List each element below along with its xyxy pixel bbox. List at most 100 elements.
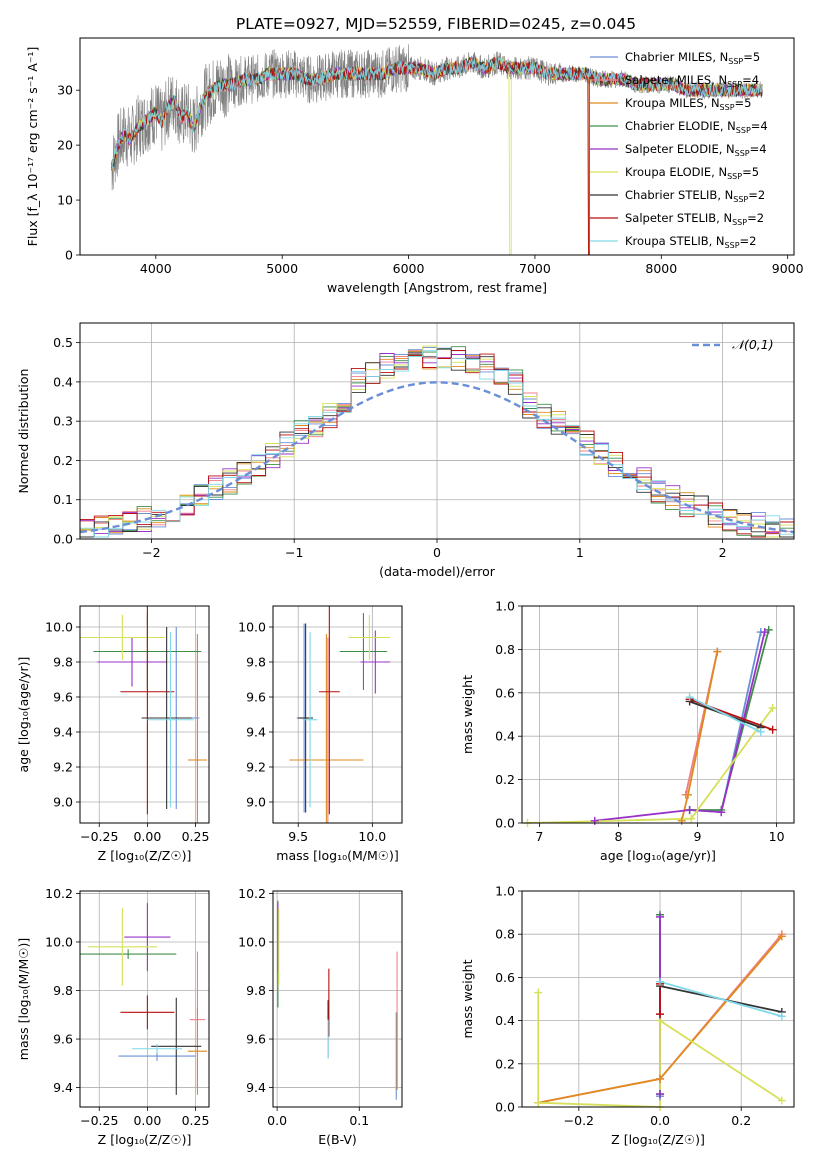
panel-weight-vs-Z: −0.2 0.0 0.2 0.0 0.2 0.4 0.6 0.8 1.0 Z [log₁₀(Z/Z… [460, 884, 795, 1147]
tick-label-y: 10.2 [45, 886, 73, 901]
tick-label-y: 9.4 [246, 1080, 266, 1095]
axis-label-y: Normed distribution [16, 369, 31, 494]
errorbar-point [120, 995, 175, 1030]
legend-subscript: SSP [727, 80, 742, 89]
legend-label: Chabrier ELODIE, N [625, 119, 736, 133]
panel-age-vs-Z: −0.25 0.00 0.25 9.0 9.2 9.4 9.6 9.8 10.0 Z [log₁₀… [16, 605, 210, 863]
weight-line [659, 980, 783, 1018]
axis-label-y: Flux [f_λ 10⁻¹⁷ erg cm⁻² s⁻¹ A⁻¹] [25, 47, 40, 247]
legend-label: Salpeter MILES, N [625, 73, 727, 87]
legend-value: =5 [735, 96, 752, 110]
legend-subscript: SSP [736, 126, 751, 135]
legend-value: =2 [748, 188, 765, 202]
weight-marker [760, 628, 769, 637]
normal-reference-curve [80, 381, 794, 534]
plot-frame [79, 890, 210, 1108]
weight-marker [656, 1090, 665, 1099]
tick-label-y: 0.2 [53, 453, 73, 468]
tick-label-y: 0.3 [53, 414, 73, 429]
tick-label-y: 0.0 [495, 816, 515, 831]
tick-label-y: 9.2 [53, 760, 73, 775]
plot-area [80, 323, 794, 539]
axis-label-x: age [log₁₀(age/yr)] [600, 848, 716, 863]
errorbar-point [80, 949, 177, 959]
tick-label-x: 9.5 [288, 829, 308, 844]
tick-label-x: 7000 [519, 261, 551, 276]
weight-line [527, 707, 774, 823]
tick-label-x: 10.0 [358, 829, 386, 844]
tick-label-x: 7 [535, 829, 543, 844]
plot-frame [521, 605, 795, 824]
errorbar-point [318, 606, 340, 815]
panel-spectrum: 4000 5000 6000 7000 8000 9000 0 10 20 30 wavelengt… [25, 37, 804, 295]
tick-label-x: 0.0 [650, 1113, 670, 1128]
legend-entry: Kroupa STELIB, NSSP=2 [625, 234, 756, 250]
legend-subscript: SSP [732, 218, 747, 227]
tick-label-x: 0.25 [182, 1113, 210, 1128]
tick-label-y: 9.8 [53, 655, 73, 670]
legend-subscript: SSP [720, 103, 735, 112]
tick-label-x: 6000 [393, 261, 425, 276]
tick-label-y: 30 [57, 83, 73, 98]
tick-label-x: 1 [576, 545, 584, 560]
tick-label-y: 1.0 [495, 599, 515, 614]
weight-marker [777, 932, 786, 941]
errorbar-point [141, 627, 192, 809]
tick-label-x: 10 [769, 829, 785, 844]
legend-subscript: SSP [728, 57, 743, 66]
plot-frame [79, 322, 795, 540]
plot-area [273, 606, 402, 823]
tick-label-y: 0.1 [53, 492, 73, 507]
tick-label-y: 0.2 [495, 772, 515, 787]
legend-entry: Salpeter MILES, NSSP=4 [625, 73, 759, 89]
tick-label-y: 0 [65, 248, 73, 263]
weight-marker [590, 816, 599, 825]
tick-label-x: 5000 [266, 261, 298, 276]
tick-label-y: 0.8 [495, 642, 515, 657]
panel-residuals: −2 −1 0 1 2 0.0 0.1 0.2 0.3 0.4 0.5 (data-model)/er… [16, 322, 795, 579]
legend-label: Kroupa MILES, N [625, 96, 720, 110]
legend-value: =5 [743, 50, 760, 64]
legend-label: Chabrier MILES, N [625, 50, 728, 64]
tick-label-y: 9.0 [53, 795, 73, 810]
tick-label-y: 0.4 [495, 1013, 515, 1028]
tick-label-y: 9.6 [246, 1032, 266, 1047]
errorbar-point [339, 613, 388, 690]
tick-label-y: 0.2 [495, 1056, 515, 1071]
legend-value: =4 [750, 142, 767, 156]
plot-frame [272, 605, 403, 824]
errorbar-point [302, 632, 318, 808]
tick-label-x: −2 [142, 545, 160, 560]
tick-label-x: −0.25 [80, 829, 118, 844]
errorbar-point [87, 907, 158, 986]
tick-label-x: 2 [719, 545, 727, 560]
weight-line [537, 992, 783, 1107]
errorbar-point [187, 634, 208, 823]
errorbar-point [120, 606, 175, 815]
tick-label-y: 9.4 [53, 725, 73, 740]
legend-subscript: SSP [725, 241, 740, 250]
weight-marker [717, 808, 726, 817]
axis-label-y: mass [log₁₀(M/M☉)] [16, 938, 31, 1060]
tick-label-x: 0.25 [182, 829, 210, 844]
weight-line [594, 631, 766, 822]
panel-weight-vs-age: 7 8 9 10 0.0 0.2 0.4 0.6 0.8 1.0 age [log₁₀(age/yr… [460, 599, 795, 863]
tick-label-y: 9.6 [53, 690, 73, 705]
axis-label-x: mass [log₁₀(M/M☉)] [276, 848, 398, 863]
tick-label-y: 0.4 [495, 729, 515, 744]
tick-label-x: 4000 [140, 261, 172, 276]
tick-label-y: 9.6 [53, 1032, 73, 1047]
weight-marker [713, 647, 722, 656]
tick-label-y: 9.6 [246, 690, 266, 705]
legend-entry: Chabrier STELIB, NSSP=2 [625, 188, 765, 204]
axis-label-y: mass weight [460, 675, 475, 754]
errorbar-point [97, 637, 167, 687]
tick-label-x: 0.0 [267, 1113, 287, 1128]
plot-area [522, 891, 794, 1107]
tick-label-x: −0.25 [80, 1113, 118, 1128]
figure-title: PLATE=0927, MJD=52559, FIBERID=0245, z=0… [236, 15, 636, 33]
tick-label-y: 0.4 [53, 374, 73, 389]
tick-label-y: 0.6 [495, 970, 515, 985]
legend-label: Kroupa ELODIE, N [625, 165, 727, 179]
tick-label-y: 9.8 [246, 983, 266, 998]
